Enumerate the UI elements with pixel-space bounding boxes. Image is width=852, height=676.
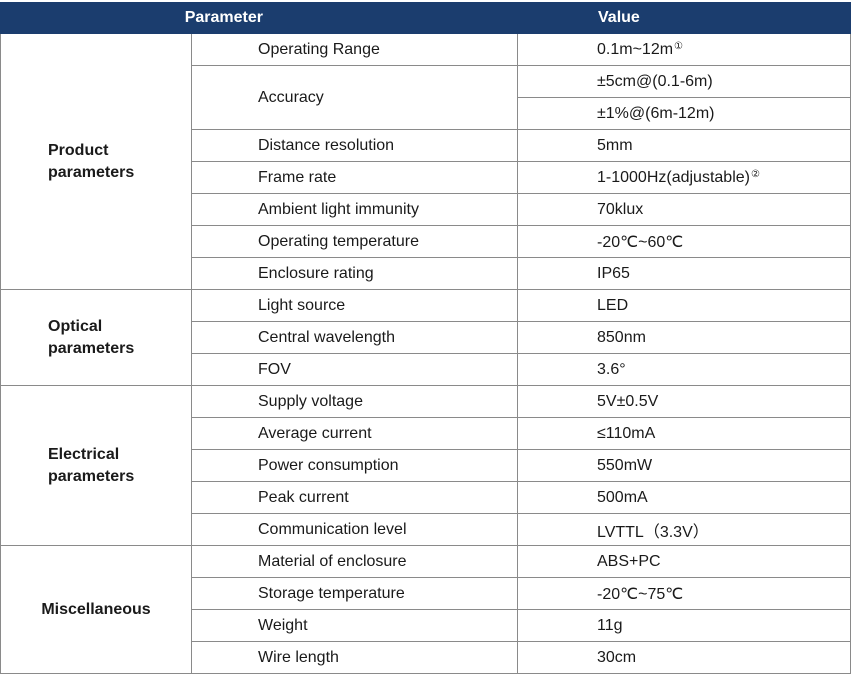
param-name: Accuracy: [191, 65, 518, 130]
table-row: Enclosure rating IP65: [1, 257, 851, 290]
footnote-marker: ①: [674, 40, 684, 52]
table-row: Peak current 500mA: [1, 481, 851, 514]
param-name: Communication level: [191, 513, 518, 546]
param-value: -20℃~60℃: [517, 225, 851, 258]
header-parameter: Parameter: [0, 2, 518, 34]
param-value: 0.1m~12m①: [517, 33, 851, 66]
param-name: Operating Range: [191, 33, 518, 66]
param-value: 3.6°: [517, 353, 851, 386]
table-row: Distance resolution 5mm: [1, 129, 851, 162]
param-value: 550mW: [517, 449, 851, 482]
table-row: Product parameters Operating Range 0.1m~…: [0, 33, 851, 290]
param-value: LVTTL（3.3V）: [517, 513, 851, 546]
table-row: Frame rate 1-1000Hz(adjustable)②: [1, 161, 851, 194]
param-value: 5mm: [517, 129, 851, 162]
param-value: -20℃~75℃: [517, 577, 851, 610]
param-value: 500mA: [517, 481, 851, 514]
param-name: Peak current: [191, 481, 518, 514]
param-name: Average current: [191, 417, 518, 450]
param-value: 30cm: [517, 641, 851, 674]
param-value: ±5cm@(0.1-6m): [517, 65, 851, 98]
param-name: Power consumption: [191, 449, 518, 482]
param-name: Wire length: [191, 641, 518, 674]
group-label-miscellaneous: Miscellaneous: [0, 545, 192, 674]
param-name: Enclosure rating: [191, 257, 518, 290]
table-row: Storage temperature -20℃~75℃: [1, 577, 851, 610]
table-row: Miscellaneous Material of enclosure ABS+…: [0, 545, 851, 674]
param-name: Storage temperature: [191, 577, 518, 610]
param-value: 850nm: [517, 321, 851, 354]
table-row: Wire length 30cm: [1, 641, 851, 674]
header-value: Value: [517, 2, 851, 34]
header-row: Parameter Value: [0, 2, 851, 34]
param-name: Frame rate: [191, 161, 518, 194]
param-value: 1-1000Hz(adjustable)②: [517, 161, 851, 194]
param-value: ±1%@(6m-12m): [517, 97, 851, 130]
param-value: ABS+PC: [517, 545, 851, 578]
table-row: Electrical parameters Supply voltage 5V±…: [0, 385, 851, 546]
param-name: Operating temperature: [191, 225, 518, 258]
table-row: Ambient light immunity 70klux: [1, 193, 851, 226]
param-value: LED: [517, 289, 851, 322]
table-row: FOV 3.6°: [1, 353, 851, 386]
param-name: Supply voltage: [191, 385, 518, 418]
param-name: Weight: [191, 609, 518, 642]
param-value: 11g: [517, 609, 851, 642]
table-row: Power consumption 550mW: [1, 449, 851, 482]
param-name: Distance resolution: [191, 129, 518, 162]
table-row: Accuracy ±5cm@(0.1-6m): [1, 65, 851, 130]
table-row: Optical parameters Light source LED: [0, 289, 851, 386]
param-name: Material of enclosure: [191, 545, 518, 578]
table-row: Communication level LVTTL（3.3V）: [1, 513, 851, 546]
table-row: Central wavelength 850nm: [1, 321, 851, 354]
param-value: ≤110mA: [517, 417, 851, 450]
param-name: FOV: [191, 353, 518, 386]
table-row: Operating temperature -20℃~60℃: [1, 225, 851, 258]
param-value: 5V±0.5V: [517, 385, 851, 418]
param-value: 70klux: [517, 193, 851, 226]
group-label-product: Product parameters: [0, 33, 192, 290]
param-value: IP65: [517, 257, 851, 290]
param-name: Central wavelength: [191, 321, 518, 354]
group-label-electrical: Electrical parameters: [0, 385, 192, 546]
footnote-marker: ②: [750, 168, 760, 180]
group-label-optical: Optical parameters: [0, 289, 192, 386]
param-name: Light source: [191, 289, 518, 322]
param-name: Ambient light immunity: [191, 193, 518, 226]
